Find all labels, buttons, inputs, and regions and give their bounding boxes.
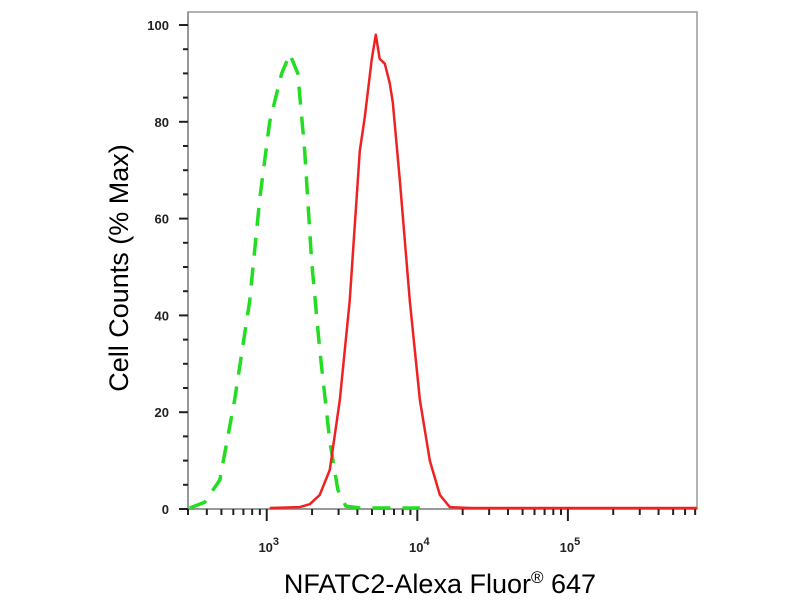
x-tick-label: 103 [258, 536, 279, 555]
plot-frame [187, 11, 698, 510]
y-tick-label: 40 [155, 308, 169, 323]
y-tick-label: 80 [155, 115, 169, 130]
x-tick-label: 105 [560, 536, 581, 555]
y-axis-label: Cell Counts (% Max) [104, 144, 134, 392]
x-tick-label: 104 [409, 536, 430, 555]
y-tick-label: 100 [147, 18, 169, 33]
y-tick-label: 0 [162, 502, 169, 517]
control-histogram-line [189, 52, 420, 510]
x-axis-label: NFATC2-Alexa Fluor® 647 [284, 568, 596, 599]
y-tick-label: 20 [155, 405, 169, 420]
sample-histogram-line [269, 33, 697, 510]
y-tick-label: 60 [155, 212, 169, 227]
